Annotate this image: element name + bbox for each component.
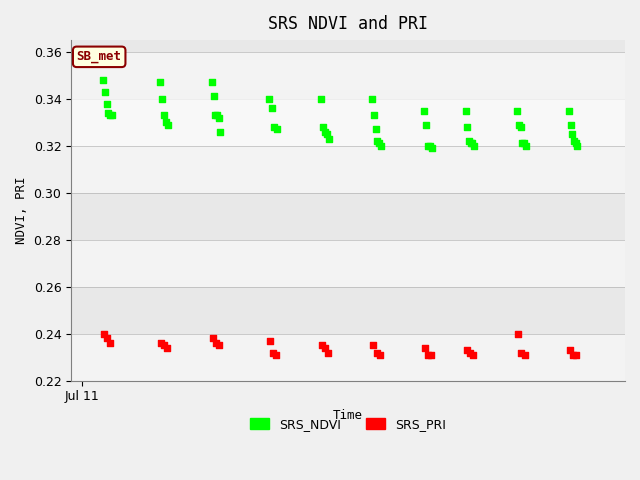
Point <box>565 347 575 354</box>
Point <box>317 123 328 131</box>
Point <box>468 142 479 150</box>
Point <box>105 111 115 119</box>
Point <box>161 119 172 126</box>
Text: SB_met: SB_met <box>77 50 122 63</box>
Point <box>106 111 116 119</box>
Point <box>572 142 582 150</box>
Point <box>371 348 381 356</box>
Bar <box>71 240 625 287</box>
Point <box>465 348 475 356</box>
Point <box>155 79 165 86</box>
Point <box>513 330 524 337</box>
Point <box>514 121 524 129</box>
Point <box>159 111 170 119</box>
Bar <box>71 146 625 193</box>
Point <box>567 130 577 138</box>
Point <box>271 351 281 359</box>
Point <box>419 107 429 114</box>
Point <box>423 351 433 359</box>
Point <box>374 140 384 147</box>
Point <box>264 95 274 103</box>
Point <box>157 95 168 103</box>
Point <box>99 330 109 337</box>
Title: SRS NDVI and PRI: SRS NDVI and PRI <box>268 15 428 33</box>
Point <box>460 107 470 114</box>
Point <box>420 344 430 352</box>
Point <box>322 130 332 138</box>
Point <box>316 95 326 103</box>
Point <box>100 88 110 96</box>
Point <box>98 76 108 84</box>
Point <box>101 100 111 108</box>
Point <box>512 107 522 114</box>
Point <box>272 126 282 133</box>
Point <box>423 142 433 150</box>
Point <box>102 335 113 342</box>
Point <box>519 140 529 147</box>
Point <box>368 342 378 349</box>
Point <box>465 140 476 147</box>
Point <box>462 123 472 131</box>
Point <box>103 109 113 117</box>
Point <box>468 351 478 359</box>
Point <box>376 142 386 150</box>
Bar <box>71 99 625 146</box>
Point <box>467 140 477 147</box>
Point <box>163 121 173 129</box>
Point <box>324 135 334 143</box>
Point <box>426 351 436 359</box>
Point <box>215 128 225 135</box>
Point <box>106 339 116 347</box>
Bar <box>71 334 625 381</box>
Point <box>464 137 474 145</box>
Point <box>268 348 278 356</box>
Point <box>372 137 383 145</box>
Point <box>266 104 276 112</box>
Point <box>212 111 222 119</box>
Point <box>566 121 576 129</box>
Bar <box>71 193 625 240</box>
Point <box>265 337 275 345</box>
Bar <box>71 287 625 334</box>
Point <box>367 95 378 103</box>
Point <box>211 339 221 347</box>
Point <box>209 93 219 100</box>
Point <box>517 140 527 147</box>
Point <box>425 142 435 150</box>
Point <box>374 351 385 359</box>
Legend: SRS_NDVI, SRS_PRI: SRS_NDVI, SRS_PRI <box>246 413 451 436</box>
Point <box>516 123 526 131</box>
Point <box>163 344 173 352</box>
Point <box>371 126 381 133</box>
Point <box>210 111 220 119</box>
Point <box>428 144 438 152</box>
Point <box>520 351 530 359</box>
Point <box>323 348 333 356</box>
Point <box>568 351 579 359</box>
Bar <box>71 52 625 99</box>
Point <box>159 342 170 349</box>
Point <box>317 342 327 349</box>
Point <box>421 121 431 129</box>
Point <box>208 335 218 342</box>
Point <box>319 344 330 352</box>
Point <box>461 347 472 354</box>
Point <box>569 137 579 145</box>
Point <box>269 123 280 131</box>
Point <box>207 79 217 86</box>
Point <box>516 348 527 356</box>
Point <box>520 142 531 150</box>
Point <box>572 351 582 359</box>
Bar <box>71 99 625 146</box>
Point <box>564 107 574 114</box>
Point <box>214 114 224 121</box>
Y-axis label: NDVI, PRI: NDVI, PRI <box>15 177 28 244</box>
Point <box>214 342 224 349</box>
Point <box>319 128 330 135</box>
Point <box>156 339 166 347</box>
X-axis label: Time: Time <box>333 409 363 422</box>
Point <box>571 140 581 147</box>
Point <box>369 111 379 119</box>
